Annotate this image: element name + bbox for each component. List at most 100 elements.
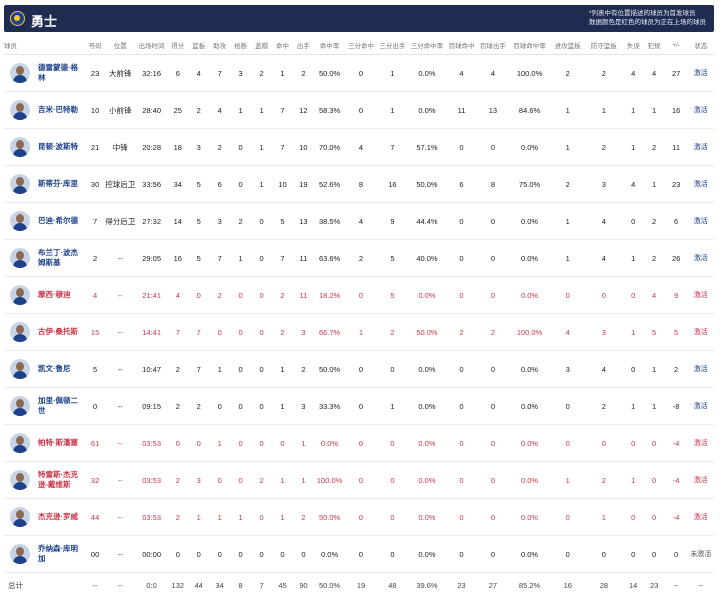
col-header-13[interactable]: 三分出手 (376, 36, 409, 55)
stat-cell-1: 4 (85, 276, 105, 314)
stat-cell-11: 50.0% (313, 54, 346, 92)
stat-cell-19: 4 (585, 202, 623, 240)
stat-cell-5: 3 (188, 461, 210, 499)
stat-cell-20: 4 (622, 54, 644, 92)
stat-cell-9: 0 (272, 424, 293, 462)
player-name-link[interactable]: 布兰丁·波杰姆斯基 (38, 248, 78, 267)
player-avatar (10, 63, 30, 83)
stat-cell-12: 0 (345, 276, 377, 314)
player-name-link[interactable]: 凯文·鲁尼 (38, 364, 71, 373)
stat-cell-13: 0 (376, 350, 409, 388)
stat-cell-1: 7 (85, 202, 105, 240)
player-name-link[interactable]: 巴迪·希尔德 (38, 216, 78, 225)
col-header-23[interactable]: 状态 (687, 36, 714, 55)
stat-cell-6: 2 (209, 128, 231, 166)
player-name-link[interactable]: 帕特·斯潘塞 (38, 438, 78, 447)
player-name-link[interactable]: 吉米·巴特勒 (38, 105, 78, 114)
col-header-5[interactable]: 篮板 (188, 36, 210, 55)
player-cell: 布兰丁·波杰姆斯基 (4, 239, 86, 277)
stat-cell-11: 50.0% (313, 498, 346, 536)
stat-cell-16: 0 (477, 498, 509, 536)
stat-cell-12: 4 (345, 128, 377, 166)
player-name-link[interactable]: 摩西·穆迪 (38, 290, 71, 299)
stat-cell-15: 0 (445, 461, 478, 499)
stat-cell-7: 0 (230, 313, 252, 351)
player-cell: 昆顿·波斯特 (4, 128, 86, 166)
player-name-link[interactable]: 昆顿·波斯特 (38, 142, 78, 151)
stat-cell-21: 0 (643, 498, 665, 536)
player-name-link[interactable]: 斯蒂芬·库里 (38, 179, 78, 188)
stat-cell-16: 0 (477, 239, 509, 277)
stat-cell-3: 28:40 (135, 91, 168, 129)
stat-cell-23: 激活 (687, 128, 714, 166)
stat-cell-7: 1 (230, 498, 252, 536)
col-header-7[interactable]: 抢断 (230, 36, 252, 55)
stat-cell-16: 0 (477, 461, 509, 499)
stat-cell-5: 0 (188, 276, 210, 314)
player-name-link[interactable]: 特雷斯·杰克逊-戴维斯 (38, 470, 78, 489)
stat-cell-20: 1 (622, 91, 644, 129)
col-header-20[interactable]: 失误 (622, 36, 644, 55)
stat-cell-16: 0 (477, 350, 509, 388)
col-header-18[interactable]: 进攻篮板 (550, 36, 586, 55)
stat-cell-19: 3 (585, 313, 623, 351)
player-avatar (10, 137, 30, 157)
col-header-11[interactable]: 命中率 (313, 36, 346, 55)
stat-cell-23: 未激活 (687, 535, 714, 573)
player-name-link[interactable]: 德雷蒙德·格林 (38, 63, 78, 82)
stat-cell-9: 2 (272, 276, 293, 314)
stat-cell-3: 33:56 (135, 165, 168, 203)
col-header-22[interactable]: +/- (664, 36, 688, 55)
stat-cell-7: 1 (230, 91, 252, 129)
stat-cell-1: 61 (85, 424, 105, 462)
col-header-6[interactable]: 助攻 (209, 36, 231, 55)
col-header-17[interactable]: 罚球命中率 (508, 36, 551, 55)
stat-cell-17: 100.0% (508, 54, 551, 92)
stat-cell-5: 5 (188, 202, 210, 240)
total-cell-13: 48 (388, 580, 397, 590)
stat-cell-8: 0 (251, 498, 273, 536)
stat-cell-16: 0 (477, 202, 509, 240)
player-cell: 德雷蒙德·格林 (4, 54, 86, 92)
stat-cell-11: 33.3% (313, 387, 346, 425)
col-header-19[interactable]: 防守篮板 (585, 36, 623, 55)
col-header-0[interactable]: 球员 (4, 36, 86, 55)
total-cell-3: 0:0 (146, 580, 157, 590)
stat-cell-16: 4 (477, 54, 509, 92)
player-name-link[interactable]: 杰克逊·罗威 (38, 512, 78, 521)
stat-cell-21: 4 (643, 54, 665, 92)
col-header-16[interactable]: 罚球出手 (477, 36, 509, 55)
col-header-3[interactable]: 出场时间 (135, 36, 168, 55)
col-header-2[interactable]: 位置 (104, 36, 136, 55)
stat-cell-8: 0 (251, 350, 273, 388)
stat-cell-14: 0.0% (408, 498, 446, 536)
col-header-10[interactable]: 出手 (292, 36, 314, 55)
col-header-8[interactable]: 盖帽 (251, 36, 273, 55)
col-header-21[interactable]: 犯规 (643, 36, 665, 55)
stat-cell-2: 中锋 (104, 128, 136, 166)
stat-cell-14: 0.0% (408, 535, 446, 573)
stat-cell-4: 0 (167, 535, 189, 573)
stat-cell-15: 0 (445, 239, 478, 277)
stat-cell-18: 0 (550, 535, 586, 573)
col-header-15[interactable]: 罚球命中 (445, 36, 478, 55)
col-header-4[interactable]: 得分 (167, 36, 189, 55)
stat-cell-18: 0 (550, 276, 586, 314)
stat-cell-18: 0 (550, 424, 586, 462)
stat-cell-7: 0 (230, 535, 252, 573)
stat-cell-2: -- (104, 276, 136, 314)
col-header-1[interactable]: 号码 (85, 36, 105, 55)
stat-cell-15: 0 (445, 424, 478, 462)
stat-cell-23: 激活 (687, 202, 714, 240)
player-name-link[interactable]: 古伊·桑托斯 (38, 327, 78, 336)
stat-cell-15: 0 (445, 387, 478, 425)
stat-cell-19: 1 (585, 91, 623, 129)
col-header-14[interactable]: 三分命中率 (408, 36, 446, 55)
col-header-9[interactable]: 命中 (272, 36, 293, 55)
stat-cell-5: 7 (188, 313, 210, 351)
player-name-link[interactable]: 加里·佩顿二世 (38, 396, 78, 415)
player-name-link[interactable]: 乔纳森·库明加 (38, 544, 78, 563)
col-header-12[interactable]: 三分命中 (345, 36, 377, 55)
stat-cell-17: 0.0% (508, 387, 551, 425)
stat-cell-10: 19 (292, 165, 314, 203)
